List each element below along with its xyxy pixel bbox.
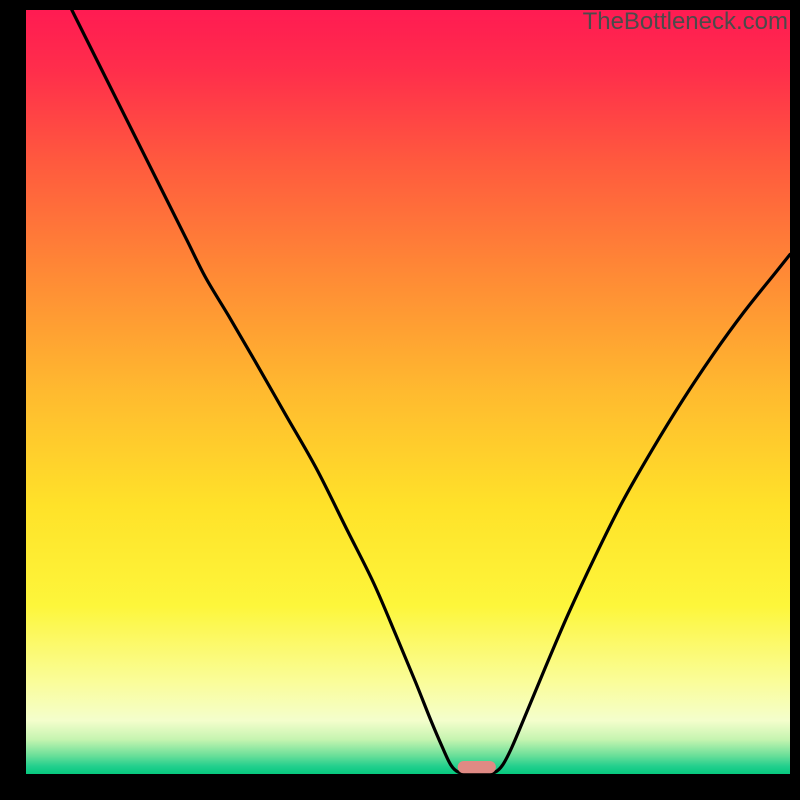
bottleneck-curve (72, 10, 790, 773)
curve-layer (26, 10, 790, 774)
watermark-text: TheBottleneck.com (583, 8, 788, 36)
plot-area (26, 10, 790, 774)
optimum-marker (458, 761, 496, 773)
